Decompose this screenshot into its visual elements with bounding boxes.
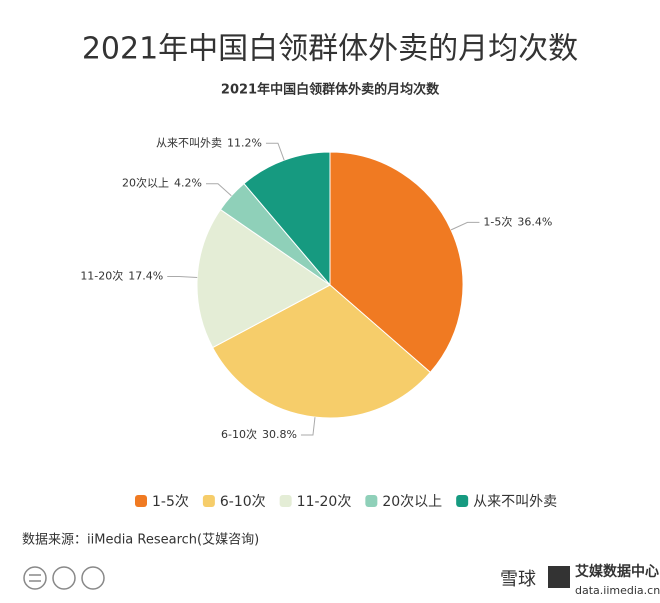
leader-line <box>450 221 480 231</box>
pie-slice <box>329 151 464 374</box>
watermark-site: 雪球 <box>500 569 536 590</box>
pie-slice <box>211 284 432 419</box>
label-category: 6-10次 <box>221 427 257 441</box>
label-category: 1-5次 <box>483 214 512 228</box>
label-category: 11-20次 <box>80 268 123 282</box>
legend-label: 11-20次 <box>297 494 352 510</box>
label-value: 4.2% <box>174 177 202 190</box>
legend-swatch <box>202 495 215 507</box>
label-value: 30.8% <box>262 428 297 441</box>
label-value: 17.4% <box>128 269 163 282</box>
label-value: 11.2% <box>227 136 262 149</box>
label-value: 36.4% <box>517 215 552 228</box>
data-label: 从来不叫外卖 11.2% <box>156 136 262 149</box>
data-label: 6-10次 30.8% <box>221 427 297 441</box>
data-label: 11-20次 17.4% <box>80 268 163 282</box>
label-category: 20次以上 <box>122 176 169 190</box>
leader-line <box>167 275 198 278</box>
chart-title: 2021年中国白领群体外卖的月均次数 <box>82 32 578 67</box>
leader-line <box>205 183 232 197</box>
source: 数据来源：iiMedia Research(艾媒咨询) <box>22 533 259 548</box>
legend-swatch <box>279 495 292 507</box>
legend-swatch <box>365 495 378 507</box>
legend-label: 6-10次 <box>220 494 266 510</box>
watermark-brand: 艾媒数据中心 <box>575 563 659 580</box>
data-label: 20次以上 4.2% <box>122 176 202 190</box>
watermark-url: data.iimedia.cn <box>575 584 660 597</box>
chart-subtitle: 2021年中国白领群体外卖的月均次数 <box>221 82 440 98</box>
label-category: 从来不叫外卖 <box>156 136 222 149</box>
leader-line <box>300 417 316 436</box>
license-icons <box>23 566 105 590</box>
legend-swatch <box>456 495 469 507</box>
leader-line <box>265 142 285 161</box>
legend-label: 20次以上 <box>382 494 442 510</box>
legend-label: 1-5次 <box>152 494 189 510</box>
legend-swatch <box>135 495 147 507</box>
legend-label: 从来不叫外卖 <box>473 494 557 510</box>
pie-slice <box>243 151 331 287</box>
data-label: 1-5次 36.4% <box>483 214 552 228</box>
brand-logo <box>548 566 570 588</box>
